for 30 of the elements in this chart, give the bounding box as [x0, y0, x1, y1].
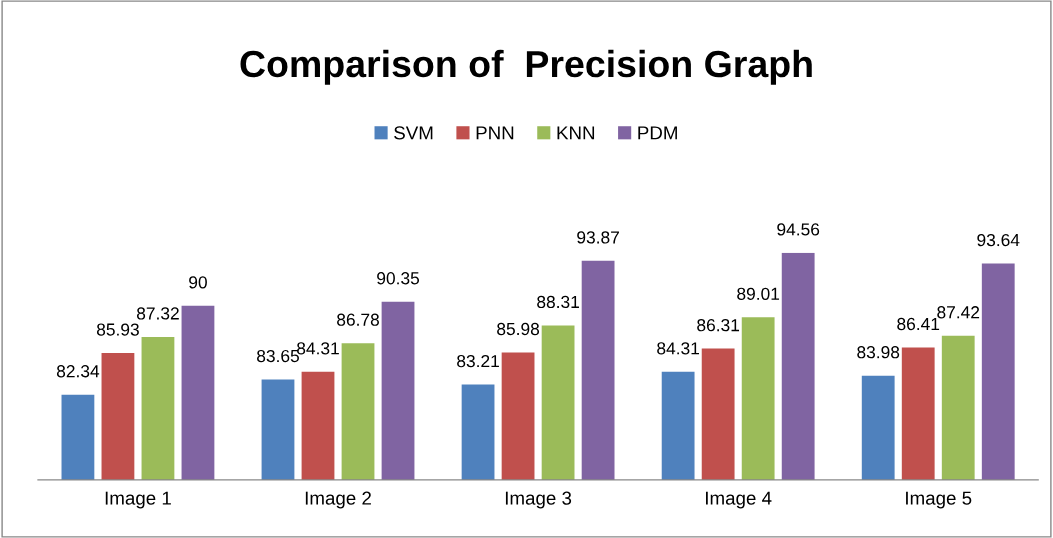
data-label: 83.65: [257, 349, 299, 363]
data-label: 90.35: [377, 272, 420, 285]
legend-label: KNN: [557, 126, 595, 140]
data-label: 84.31: [297, 342, 339, 355]
data-label: 89.01: [737, 287, 780, 300]
data-label: 85.98: [497, 322, 540, 336]
data-label: 86.31: [697, 319, 740, 332]
legend-label: SVM: [394, 126, 433, 140]
data-label: 90: [189, 276, 207, 289]
x-tick-label: Image 3: [505, 491, 572, 509]
legend-label: PNN: [476, 126, 514, 140]
data-label: 86.78: [337, 313, 379, 326]
x-tick-label: Image 5: [906, 491, 972, 509]
data-label: 84.31: [657, 342, 700, 355]
data-label: 82.34: [56, 365, 100, 378]
data-label: 85.93: [96, 323, 139, 336]
legend-label: PDM: [638, 126, 677, 140]
data-label: 86.41: [897, 317, 940, 331]
data-label: 83.21: [457, 354, 499, 368]
data-label: 94.56: [777, 223, 820, 236]
data-label: 83.98: [857, 346, 900, 359]
x-tick-label: Image 4: [706, 491, 772, 509]
data-label: 87.32: [136, 307, 179, 320]
data-label: 88.31: [537, 295, 579, 309]
data-label: 93.87: [577, 231, 619, 244]
x-tick-label: Image 1: [105, 491, 171, 509]
chart-title: Comparison of Precision Graph: [240, 49, 812, 85]
data-label: 93.64: [977, 233, 1020, 247]
data-label: 87.42: [937, 306, 980, 319]
x-tick-label: Image 2: [305, 491, 371, 509]
